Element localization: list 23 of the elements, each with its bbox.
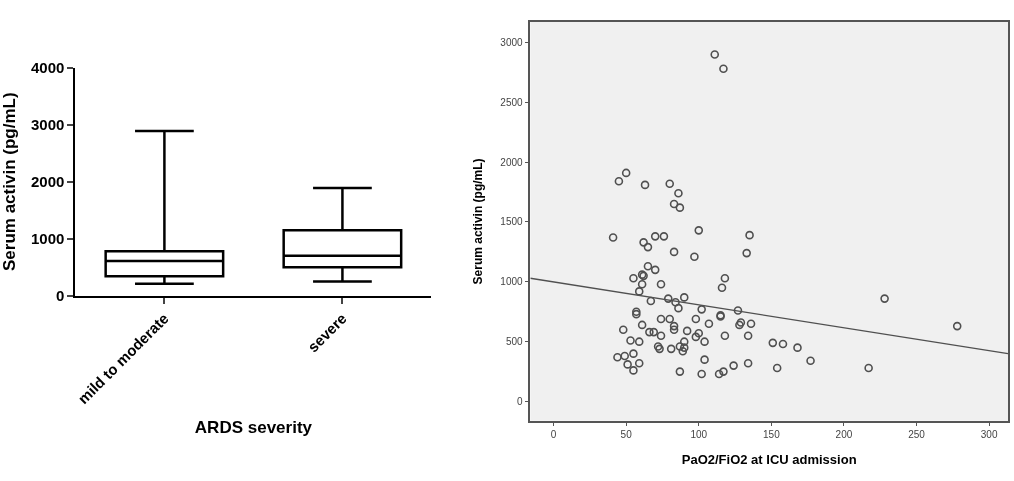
x-axis-title: ARDS severity (194, 418, 313, 438)
y-tick-label: 0 (56, 286, 65, 304)
x-tick-label: 100 (690, 429, 708, 441)
y-tick-label: 2000 (500, 156, 524, 168)
x-tick-label: 50 (620, 429, 633, 441)
y-tick-label: 1000 (500, 276, 524, 288)
y-tick-label: 3000 (500, 36, 524, 48)
y-tick-label: 4000 (31, 58, 65, 76)
y-tick-label: 2000 (31, 172, 65, 190)
y-tick-label: 1000 (31, 229, 65, 247)
y-tick-label: 1500 (500, 216, 524, 228)
y-tick-label: 3000 (31, 115, 65, 133)
x-tick-label: 200 (835, 429, 853, 441)
x-tick-label: 250 (908, 429, 926, 441)
y-axis-title: Serum activin (pg/mL) (471, 158, 486, 285)
y-axis-title: Serum activin (pg/mL) (0, 92, 19, 271)
y-tick-label: 0 (517, 396, 524, 408)
x-tick-label: 150 (763, 429, 781, 441)
y-tick-label: 2500 (500, 96, 524, 108)
y-tick-label: 500 (505, 336, 524, 348)
x-tick-label: 300 (980, 429, 998, 441)
x-tick-label: 0 (550, 429, 557, 441)
x-axis-title: PaO2/FiO2 at ICU admission (681, 451, 857, 467)
